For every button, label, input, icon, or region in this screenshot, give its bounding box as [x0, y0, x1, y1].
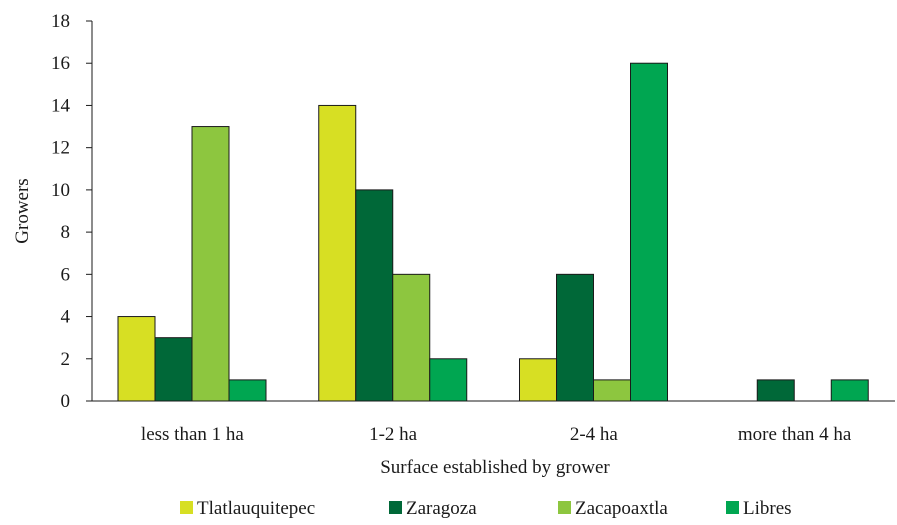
bar	[117, 316, 156, 402]
bar	[756, 379, 795, 402]
bar	[519, 358, 557, 402]
y-tick-label: 12	[51, 138, 70, 159]
legend-swatch	[558, 501, 571, 514]
x-tick-label: 2-4 ha	[570, 424, 619, 445]
bar	[154, 337, 193, 402]
bar	[355, 189, 394, 402]
legend-swatch	[180, 501, 193, 514]
bar	[593, 379, 631, 402]
x-ticks: less than 1 ha 1-2 ha 2-4 ha more than 4 ha	[141, 424, 852, 445]
y-axis-title: Growers	[12, 178, 33, 243]
y-tick-label: 0	[61, 391, 71, 412]
x-axis-title: Surface established by grower	[380, 457, 610, 478]
bar	[830, 379, 869, 402]
legend: Tlatlauquitepec Zaragoza Zacapoaxtla Libres	[180, 498, 792, 519]
legend-label: Zaragoza	[406, 498, 477, 519]
axes-layer	[91, 21, 895, 402]
x-tick-label: less than 1 ha	[141, 424, 244, 445]
bars-layer	[117, 62, 869, 402]
x-tick-label: 1-2 ha	[369, 424, 418, 445]
y-tick-label: 4	[61, 307, 71, 328]
bar	[191, 126, 230, 402]
bar	[318, 104, 357, 402]
legend-label: Libres	[743, 498, 792, 519]
legend-swatch	[726, 501, 739, 514]
legend-swatch	[389, 501, 402, 514]
y-tick-label: 16	[51, 53, 70, 74]
bar	[429, 358, 468, 402]
y-ticks: 0 2 4 6 8 10 12 14 16 18	[51, 11, 92, 412]
y-tick-label: 8	[61, 222, 71, 243]
bar	[630, 62, 668, 402]
bar	[392, 273, 431, 402]
x-tick-label: more than 4 ha	[738, 424, 852, 445]
y-tick-label: 14	[51, 95, 71, 116]
y-tick-label: 6	[61, 264, 71, 285]
y-tick-label: 18	[51, 11, 70, 32]
bar	[556, 273, 594, 402]
bar	[228, 379, 267, 402]
y-tick-label: 10	[51, 180, 70, 201]
legend-label: Tlatlauquitepec	[197, 498, 315, 519]
legend-label: Zacapoaxtla	[575, 498, 668, 519]
y-tick-label: 2	[61, 349, 71, 370]
